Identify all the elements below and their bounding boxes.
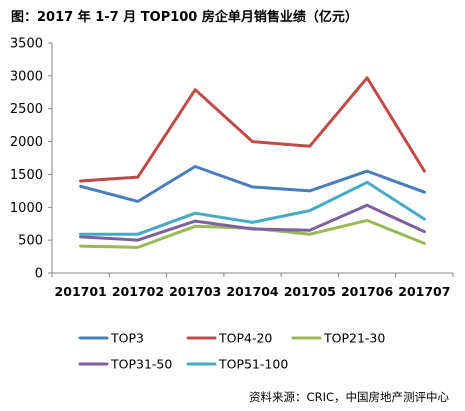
x-tick-label: 201704 xyxy=(226,284,278,299)
x-tick-label: 201706 xyxy=(341,284,393,299)
series-line-top51-100 xyxy=(79,180,426,236)
x-tick-label: 201701 xyxy=(55,284,107,299)
series-line-top31-50 xyxy=(79,203,426,242)
x-tick-label: 201703 xyxy=(169,284,221,299)
y-tick-label: 500 xyxy=(18,234,43,249)
series-line-top3 xyxy=(79,165,426,203)
y-tick-label: 0 xyxy=(35,267,43,282)
source-note: 资料来源：CRIC，中国房地产测评中心 xyxy=(249,390,449,404)
y-tick-label: 3000 xyxy=(10,69,43,84)
x-tick-label: 201707 xyxy=(398,284,450,299)
legend-label: TOP4-20 xyxy=(218,331,272,346)
legend-label: TOP3 xyxy=(110,331,144,346)
chart-title: 图：2017 年 1-7 月 TOP100 房企单月销售业绩（亿元） xyxy=(11,10,358,25)
y-tick-label: 2500 xyxy=(10,102,43,117)
y-tick-label: 1000 xyxy=(10,201,43,216)
legend-label: TOP31-50 xyxy=(110,357,172,372)
y-tick-label: 3500 xyxy=(10,37,43,52)
y-tick-label: 1500 xyxy=(10,168,43,183)
x-tick-label: 201702 xyxy=(112,284,164,299)
y-tick-label: 2000 xyxy=(10,135,43,150)
legend-label: TOP51-100 xyxy=(218,357,288,372)
legend-label: TOP21-30 xyxy=(323,331,385,346)
x-tick-label: 201705 xyxy=(284,284,336,299)
series-line-top4-20 xyxy=(79,76,426,183)
